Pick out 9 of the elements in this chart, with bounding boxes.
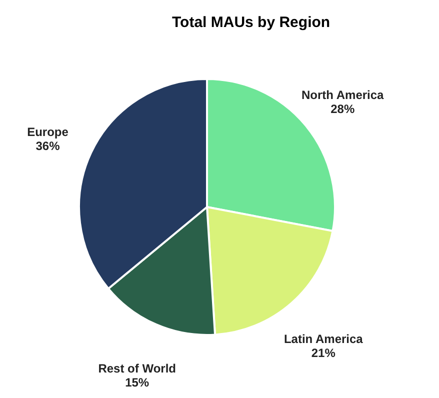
slice-label: Europe — [27, 125, 69, 140]
chart-title: Total MAUs by Region — [172, 14, 330, 31]
data-label: 28% — [330, 102, 355, 116]
data-label: 21% — [311, 346, 336, 360]
slice-label: Rest of World — [98, 362, 176, 376]
data-label: 15% — [125, 376, 150, 390]
data-label: 36% — [36, 139, 60, 154]
slice-label: North America — [301, 88, 384, 102]
slice-label: Latin America — [284, 332, 364, 346]
